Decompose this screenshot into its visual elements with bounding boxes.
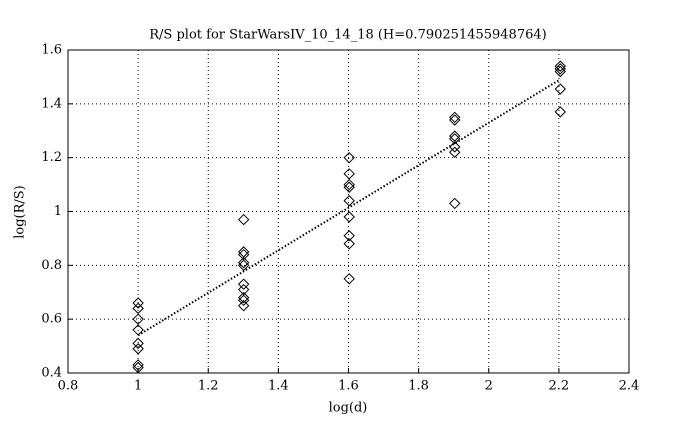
- data-point: [132, 337, 144, 350]
- x-tick-label: 2.2: [549, 379, 570, 394]
- y-tick-label: 0.8: [41, 258, 62, 273]
- data-point: [237, 278, 250, 290]
- data-point: [237, 294, 250, 307]
- x-axis-label: log(d): [329, 401, 368, 416]
- x-tick-label: 2: [485, 379, 493, 394]
- y-tick-label: 0.6: [41, 312, 62, 327]
- x-tick-label: 1.8: [408, 379, 429, 394]
- data-point: [132, 361, 144, 374]
- y-tick-label: 1.4: [41, 96, 62, 111]
- x-tick-label: 0.8: [58, 379, 79, 394]
- data-point: [237, 248, 250, 261]
- data-point: [343, 211, 355, 223]
- data-point: [449, 146, 461, 158]
- data-point: [343, 195, 355, 207]
- data-point: [343, 151, 355, 164]
- x-tick-label: 2.4: [619, 379, 640, 394]
- data-point: [449, 141, 461, 153]
- data-point: [554, 83, 566, 95]
- data-point: [554, 60, 566, 72]
- plot-frame: [67, 49, 630, 374]
- data-point: [237, 291, 250, 304]
- x-tick-label: 1.2: [198, 379, 219, 394]
- data-point: [343, 168, 355, 180]
- data-point: [449, 133, 461, 145]
- data-point: [132, 313, 144, 325]
- data-point: [449, 111, 461, 123]
- chart-title: R/S plot for StarWarsIV_10_14_18 (H=0.79…: [149, 28, 546, 43]
- data-point: [343, 230, 355, 242]
- x-tick-label: 1.4: [268, 379, 289, 394]
- data-point: [132, 359, 144, 371]
- data-point: [449, 197, 461, 210]
- data-point: [554, 106, 566, 118]
- data-point: [343, 178, 355, 191]
- y-tick-label: 1.2: [41, 150, 62, 165]
- data-point: [554, 65, 566, 78]
- y-tick-label: 1: [54, 204, 62, 219]
- x-tick-label: 1.6: [338, 379, 359, 394]
- data-point: [449, 114, 461, 126]
- data-point: [343, 181, 355, 193]
- data-point: [132, 302, 144, 315]
- data-point: [554, 63, 566, 75]
- y-tick-label: 0.4: [41, 366, 62, 381]
- data-point: [237, 256, 250, 269]
- y-tick-label: 1.6: [41, 43, 62, 58]
- data-point: [237, 213, 250, 226]
- data-point: [132, 297, 144, 309]
- data-point: [449, 130, 461, 142]
- data-point: [237, 246, 250, 258]
- data-point: [237, 300, 250, 312]
- data-point: [343, 273, 355, 285]
- data-point: [343, 238, 355, 250]
- y-axis-label: log(R/S): [13, 185, 28, 239]
- data-point: [132, 343, 144, 355]
- data-point: [237, 283, 250, 296]
- x-tick-label: 1: [134, 379, 142, 394]
